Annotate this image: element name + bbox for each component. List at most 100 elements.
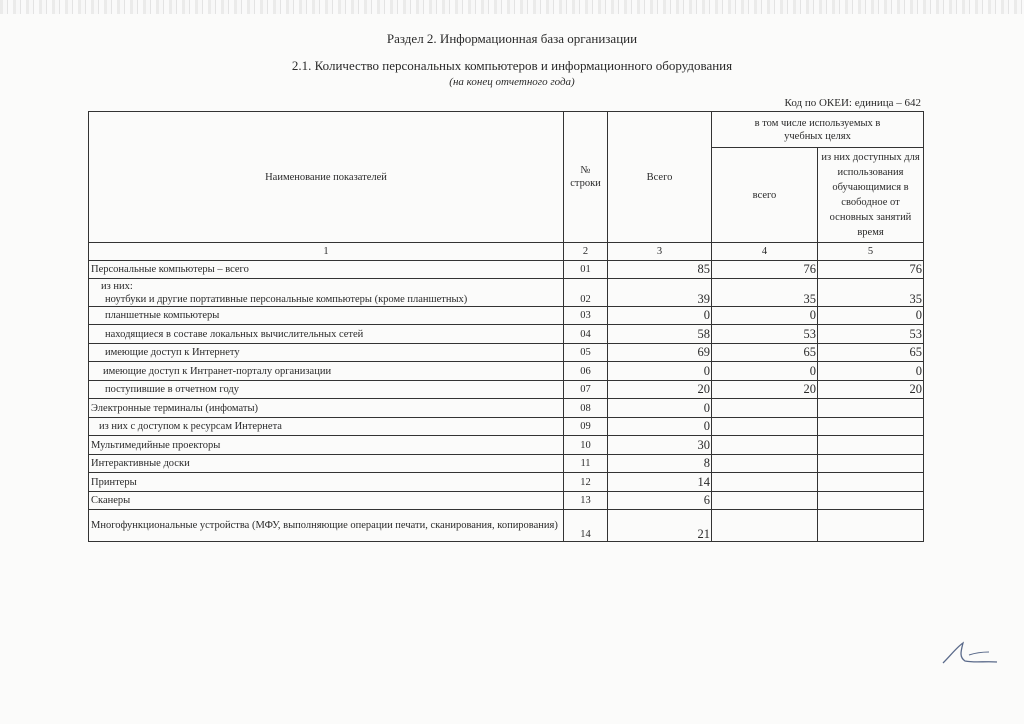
row-number: 06 — [563, 361, 608, 381]
value-free-time: 0 — [817, 361, 924, 381]
col-number: 4 — [711, 242, 818, 261]
value-educational — [711, 472, 818, 492]
row-name: Многофункциональные устройства (МФУ, вып… — [88, 509, 564, 542]
row-number: 09 — [563, 417, 608, 436]
col-number: 5 — [817, 242, 924, 261]
value-total: 30 — [607, 435, 712, 455]
table-row: Сканеры 13 6 — [88, 491, 924, 510]
value-educational: 76 — [711, 260, 818, 279]
row-name: Принтеры — [88, 472, 564, 492]
value-total: 14 — [607, 472, 712, 492]
row-number: 07 — [563, 380, 608, 399]
value-total: 39 — [607, 278, 712, 307]
value-free-time — [817, 435, 924, 455]
handwritten-mark — [942, 641, 998, 664]
value-educational: 53 — [711, 324, 818, 344]
header-total: Всего — [607, 111, 712, 243]
value-total: 6 — [607, 491, 712, 510]
table-row: Персональные компьютеры – всего 01 85 76 76 — [88, 260, 924, 279]
value-educational: 0 — [711, 306, 818, 325]
table-subtitle: (на конец отчетного года) — [449, 76, 575, 88]
value-free-time: 20 — [817, 380, 924, 399]
value-total: 0 — [607, 361, 712, 381]
value-free-time: 76 — [817, 260, 924, 279]
row-name: Сканеры — [88, 491, 564, 510]
row-name-text: ноутбуки и другие портативные персональн… — [105, 294, 468, 305]
table-row: находящиеся в составе локальных вычислит… — [88, 324, 924, 344]
row-number: 02 — [563, 278, 608, 307]
col-number: 2 — [563, 242, 608, 261]
value-total: 0 — [607, 417, 712, 436]
value-free-time — [817, 491, 924, 510]
col-number: 1 — [88, 242, 564, 261]
row-number: 01 — [563, 260, 608, 279]
col-number: 3 — [607, 242, 712, 261]
value-educational: 65 — [711, 343, 818, 362]
value-free-time — [817, 472, 924, 492]
row-name: планшетные компьютеры — [88, 306, 564, 325]
row-number: 04 — [563, 324, 608, 344]
table-row: Электронные терминалы (инфоматы) 08 0 — [88, 398, 924, 418]
row-number: 05 — [563, 343, 608, 362]
table-row: имеющие доступ к Интранет-порталу органи… — [88, 361, 924, 381]
value-educational — [711, 491, 818, 510]
value-free-time: 65 — [817, 343, 924, 362]
value-educational: 35 — [711, 278, 818, 307]
row-number: 11 — [563, 454, 608, 473]
row-name: поступившие в отчетном году — [88, 380, 564, 399]
row-name: Интерактивные доски — [88, 454, 564, 473]
value-total: 0 — [607, 306, 712, 325]
value-total: 8 — [607, 454, 712, 473]
value-free-time: 53 — [817, 324, 924, 344]
value-free-time — [817, 454, 924, 473]
row-number: 10 — [563, 435, 608, 455]
value-total: 21 — [607, 509, 712, 542]
header-name: Наименование показателей — [88, 111, 564, 243]
table-row: из них с доступом к ресурсам Интернета 09… — [88, 417, 924, 436]
row-number: 13 — [563, 491, 608, 510]
value-free-time: 35 — [817, 278, 924, 307]
header-educational: в том числе используемых в учебных целях — [711, 111, 924, 148]
value-educational: 20 — [711, 380, 818, 399]
table-row: Многофункциональные устройства (МФУ, вып… — [88, 509, 924, 542]
table-row: Принтеры 12 14 — [88, 472, 924, 492]
row-name: находящиеся в составе локальных вычислит… — [88, 324, 564, 344]
okei-code: Код по ОКЕИ: единица – 642 — [784, 97, 921, 109]
row-name: имеющие доступ к Интранет-порталу органи… — [88, 361, 564, 381]
row-prefix: из них: — [101, 281, 133, 292]
table-row: Интерактивные доски 11 8 — [88, 454, 924, 473]
row-name: Персональные компьютеры – всего — [88, 260, 564, 279]
row-number: 12 — [563, 472, 608, 492]
table-row: из них: ноутбуки и другие портативные пер… — [88, 278, 924, 307]
equipment-table: Наименование показателей № строки Всего … — [88, 111, 924, 542]
value-total: 69 — [607, 343, 712, 362]
row-name: Мультимедийные проекторы — [88, 435, 564, 455]
table-row: планшетные компьютеры 03 0 0 0 — [88, 306, 924, 325]
value-total: 85 — [607, 260, 712, 279]
row-name: из них с доступом к ресурсам Интернета — [88, 417, 564, 436]
value-educational — [711, 509, 818, 542]
value-educational — [711, 417, 818, 436]
value-free-time: 0 — [817, 306, 924, 325]
table-row: поступившие в отчетном году 07 20 20 20 — [88, 380, 924, 399]
value-free-time — [817, 509, 924, 542]
row-name: Электронные терминалы (инфоматы) — [88, 398, 564, 418]
header-free-time: из них доступных для использования обуча… — [817, 147, 924, 243]
row-number: 03 — [563, 306, 608, 325]
value-free-time — [817, 417, 924, 436]
table-row: имеющие доступ к Интернету 05 69 65 65 — [88, 343, 924, 362]
row-number: 14 — [563, 509, 608, 542]
row-number: 08 — [563, 398, 608, 418]
scan-artifact — [0, 0, 1024, 14]
value-educational: 0 — [711, 361, 818, 381]
value-educational — [711, 454, 818, 473]
table-row: Мультимедийные проекторы 10 30 — [88, 435, 924, 455]
value-total: 58 — [607, 324, 712, 344]
row-name: из них: ноутбуки и другие портативные пер… — [88, 278, 564, 307]
value-free-time — [817, 398, 924, 418]
value-educational — [711, 435, 818, 455]
section-title: Раздел 2. Информационная база организаци… — [386, 31, 638, 46]
value-total: 20 — [607, 380, 712, 399]
header-row-no: № строки — [563, 111, 608, 243]
table-title: 2.1. Количество персональных компьютеров… — [291, 58, 733, 73]
